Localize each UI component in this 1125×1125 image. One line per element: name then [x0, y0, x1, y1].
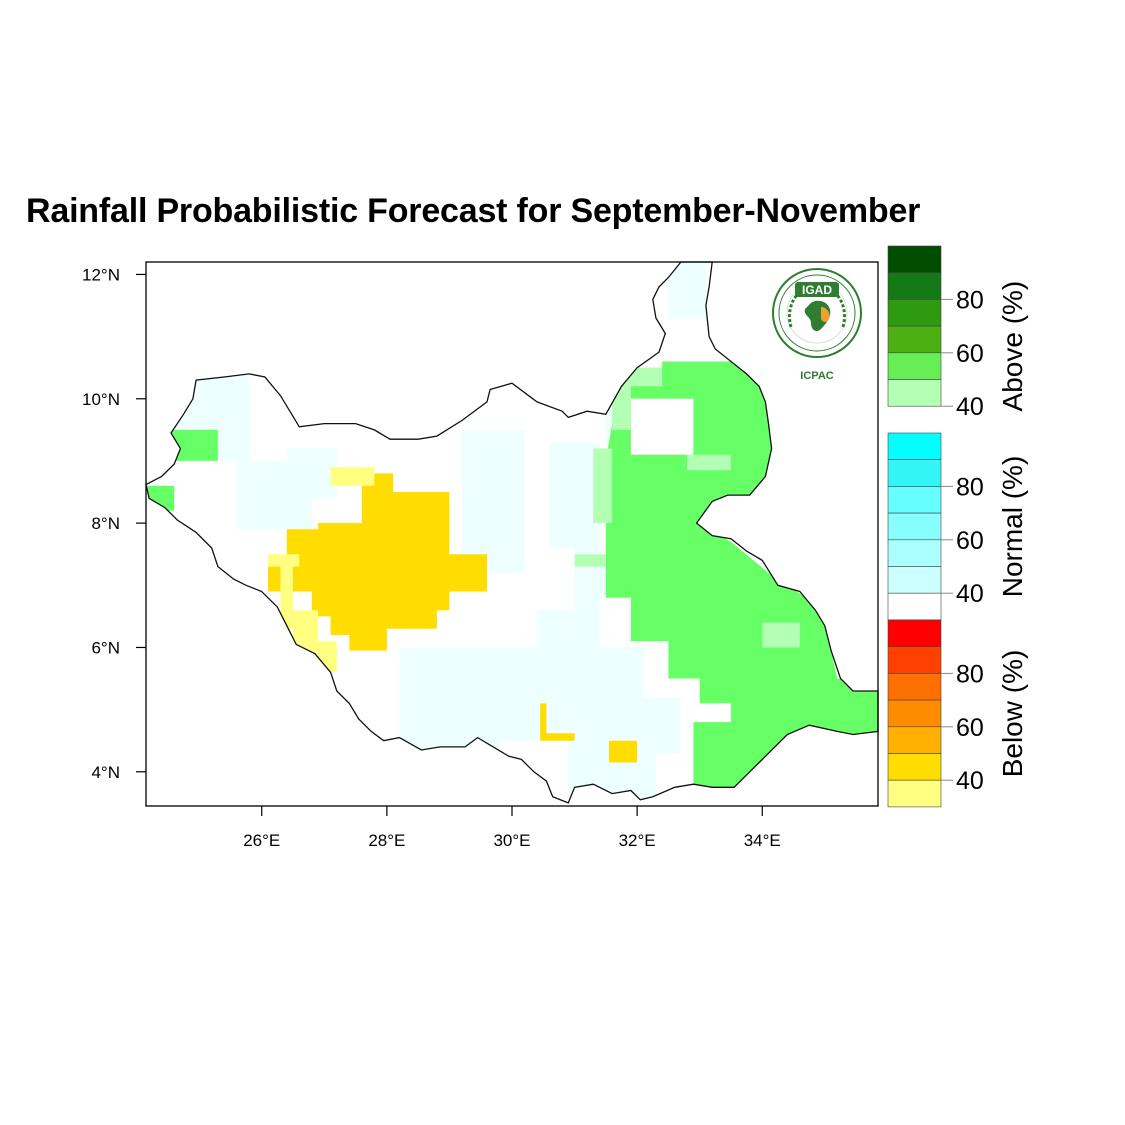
region-above-hole — [630, 398, 694, 455]
country-border — [145, 261, 879, 804]
colorbar-swatch — [887, 299, 942, 327]
colorbar-swatch — [887, 379, 942, 407]
y-tick-label: 8°N — [91, 514, 120, 533]
colorbar-swatch — [887, 673, 942, 701]
colorbar-swatch — [887, 539, 942, 567]
colorbar-swatch — [887, 699, 942, 728]
colorbar-swatch — [887, 619, 942, 648]
colorbar: 80 60 40 Above (%) 80 60 40 Normal (%) 80 60 40 Bel… — [887, 245, 1028, 808]
region-below-fringe2 — [330, 467, 375, 486]
x-tick-label: 32°E — [619, 831, 656, 850]
colorbar-swatch — [887, 512, 942, 541]
logo-igad-text: IGAD — [802, 283, 832, 297]
colorbar-swatch — [887, 325, 942, 354]
colorbar-swatch — [887, 779, 942, 808]
x-tick-label: 28°E — [368, 831, 405, 850]
x-tick-label: 30°E — [493, 831, 530, 850]
colorbar-label: 60 — [956, 340, 984, 368]
colorbar-swatch — [887, 272, 942, 300]
y-tick-label: 6°N — [91, 638, 120, 657]
region-normal-north — [668, 262, 706, 318]
region-above-east — [605, 361, 878, 791]
region-below-fringe3 — [268, 554, 300, 567]
region-above-fringe3 — [687, 454, 731, 471]
y-tick-label: 10°N — [82, 390, 120, 409]
colorbar-swatch — [887, 592, 942, 621]
x-tick-label: 34°E — [744, 831, 781, 850]
colorbar-swatch — [887, 646, 942, 674]
colorbar-label: 40 — [956, 393, 984, 421]
region-normal-block — [461, 429, 525, 573]
colorbar-swatch — [887, 432, 942, 461]
region-normal-south2 — [436, 678, 563, 741]
region-below-dot3 — [609, 740, 638, 763]
colorbar-swatch — [887, 459, 942, 487]
region-above-fringe4 — [762, 622, 800, 648]
colorbar-label: 60 — [956, 714, 984, 742]
colorbar-label: 40 — [956, 767, 984, 795]
chart-title: Rainfall Probabilistic Forecast for Sept… — [26, 192, 921, 230]
igad-icpac-logo: IGAD ICPAC — [772, 268, 862, 382]
region-above-fringe5 — [574, 554, 606, 567]
colorbar-label: 80 — [956, 473, 984, 501]
colorbar-group-title: Below (%) — [997, 650, 1028, 778]
colorbar-label: 80 — [956, 660, 984, 688]
colorbar-swatch — [887, 726, 942, 754]
colorbar-swatch — [887, 566, 942, 594]
logo-icpac-text: ICPAC — [800, 370, 833, 382]
x-tick-label: 26°E — [243, 831, 280, 850]
colorbar-group-title: Normal (%) — [997, 456, 1028, 598]
colorbar-swatch — [887, 753, 942, 781]
y-tick-label: 12°N — [82, 265, 120, 284]
colorbar-group-title: Above (%) — [997, 281, 1028, 412]
colorbar-swatch — [887, 486, 942, 514]
region-below-dot2 — [540, 733, 575, 741]
colorbar-swatch — [887, 245, 942, 274]
y-axis: 12°N 10°N 8°N 6°N 4°N — [82, 265, 146, 782]
region-below-west — [268, 473, 487, 651]
region-normal-south — [543, 672, 631, 729]
region-above-fringe2 — [593, 448, 613, 524]
x-axis: 26°E 28°E 30°E 32°E 34°E — [243, 806, 781, 850]
region-below-dot1 — [540, 703, 547, 738]
y-tick-label: 4°N — [91, 763, 120, 782]
region-normal-west2 — [286, 448, 337, 499]
colorbar-label: 80 — [956, 286, 984, 314]
colorbar-swatch — [887, 352, 942, 380]
colorbar-label: 60 — [956, 527, 984, 555]
colorbar-label: 40 — [956, 580, 984, 608]
